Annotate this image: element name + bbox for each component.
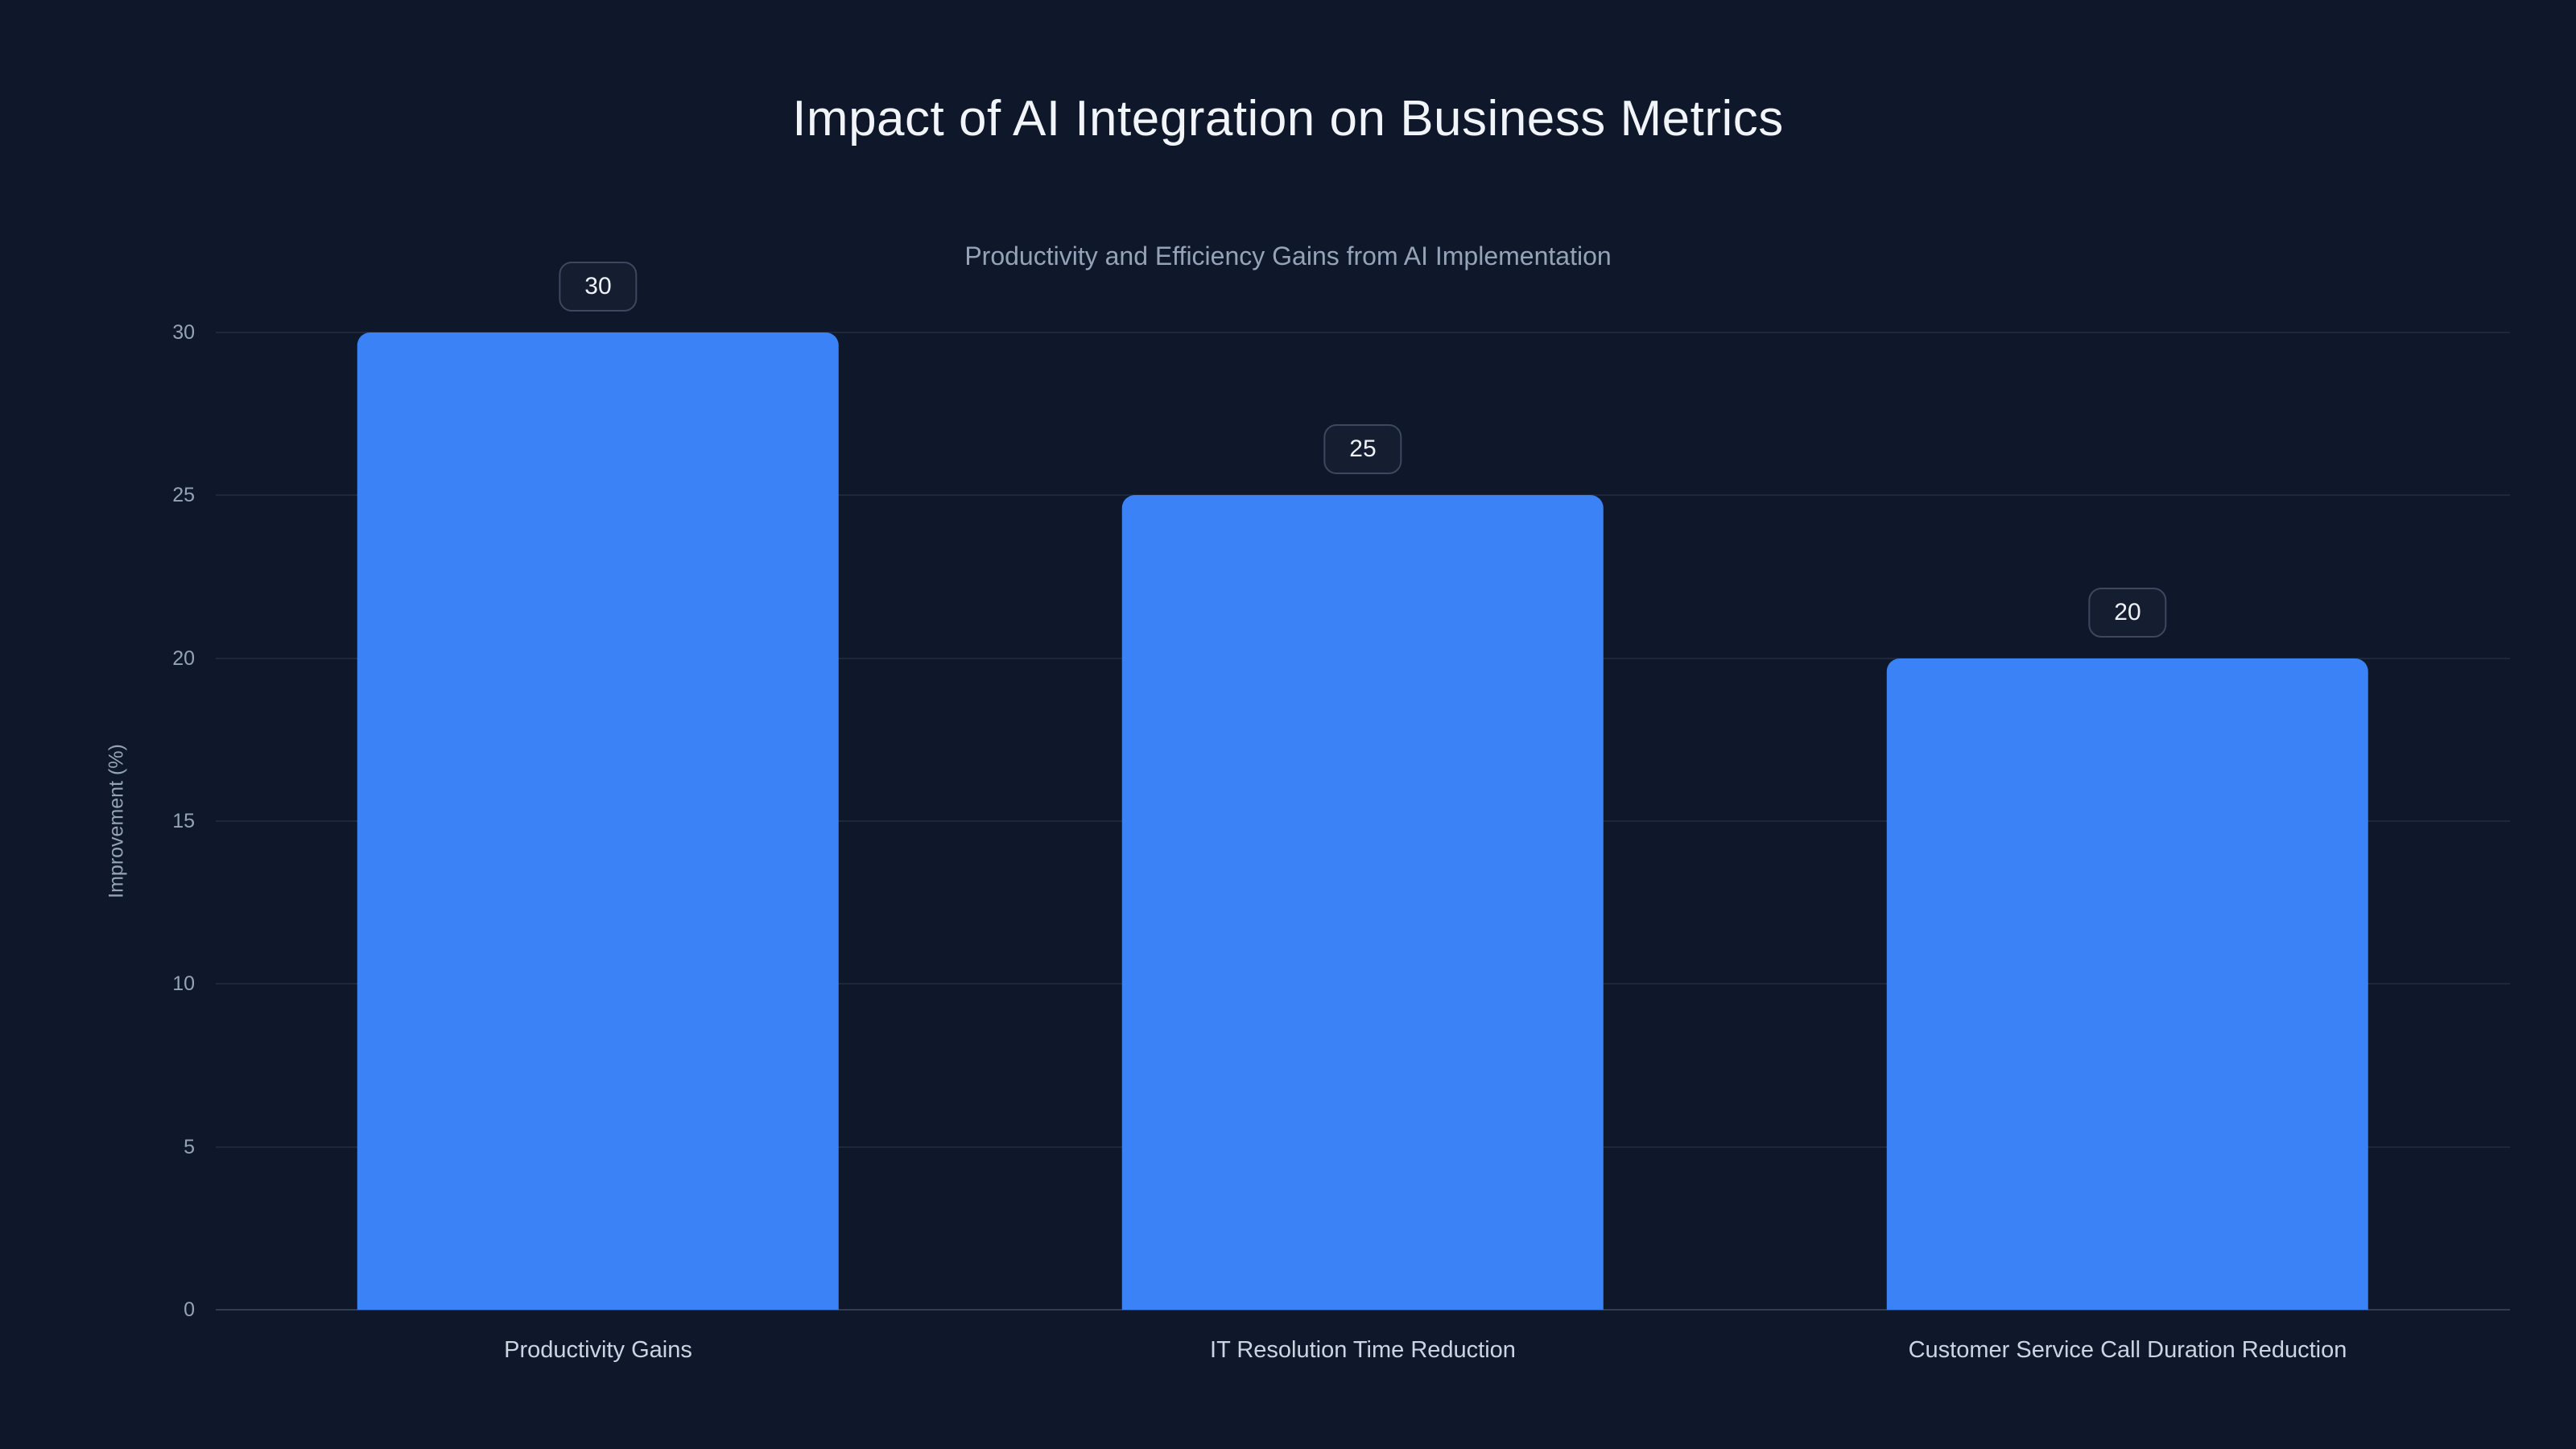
y-tick-label: 25 xyxy=(172,484,195,507)
y-tick-label: 30 xyxy=(172,321,195,344)
bar-2 xyxy=(1121,495,1604,1310)
y-tick-label: 20 xyxy=(172,646,195,670)
gridline-y-30 xyxy=(216,332,2510,333)
y-tick-label: 15 xyxy=(172,810,195,832)
bar-slot: 20 xyxy=(1745,332,2510,1310)
bar-1 xyxy=(357,332,840,1310)
category-label: IT Resolution Time Reduction xyxy=(1210,1337,1516,1363)
category-label: Productivity Gains xyxy=(504,1337,692,1363)
category-label: Customer Service Call Duration Reduction xyxy=(1908,1337,2347,1363)
bar-value-badge: 25 xyxy=(1323,424,1402,475)
gridline-y-0 xyxy=(216,1309,2510,1311)
bar-slot: 30 xyxy=(216,262,980,1310)
chart-subtitle: Productivity and Efficiency Gains from A… xyxy=(964,242,1612,270)
bar-chart-plot-area: 0 5 10 15 20 25 30 30 Productivity Gains 25 IT Res… xyxy=(172,262,2510,1363)
y-tick-label: 0 xyxy=(184,1298,195,1321)
bar-value-badge: 30 xyxy=(559,262,638,312)
y-tick-label: 5 xyxy=(184,1135,195,1158)
bar-slot: 25 xyxy=(980,332,1745,1310)
bar-3 xyxy=(1886,658,2369,1310)
y-tick-label: 10 xyxy=(172,972,195,996)
chart-title: Impact of AI Integration on Business Met… xyxy=(792,91,1784,147)
bar-value-badge: 20 xyxy=(2088,587,2167,638)
